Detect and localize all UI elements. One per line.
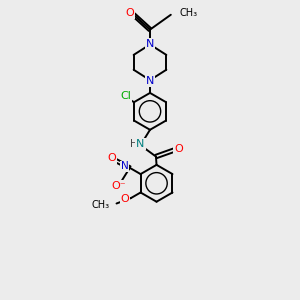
Text: O: O <box>174 143 183 154</box>
Text: CH₃: CH₃ <box>179 8 197 18</box>
Text: O: O <box>108 153 116 163</box>
Text: N: N <box>146 39 154 49</box>
Text: Cl: Cl <box>120 91 131 101</box>
Text: O⁻: O⁻ <box>112 181 126 191</box>
Text: N: N <box>146 76 154 86</box>
Text: O: O <box>121 194 129 204</box>
Text: CH₃: CH₃ <box>92 200 110 210</box>
Text: H: H <box>130 140 138 149</box>
Text: N: N <box>121 161 128 171</box>
Text: O: O <box>125 8 134 18</box>
Text: N: N <box>136 140 145 149</box>
